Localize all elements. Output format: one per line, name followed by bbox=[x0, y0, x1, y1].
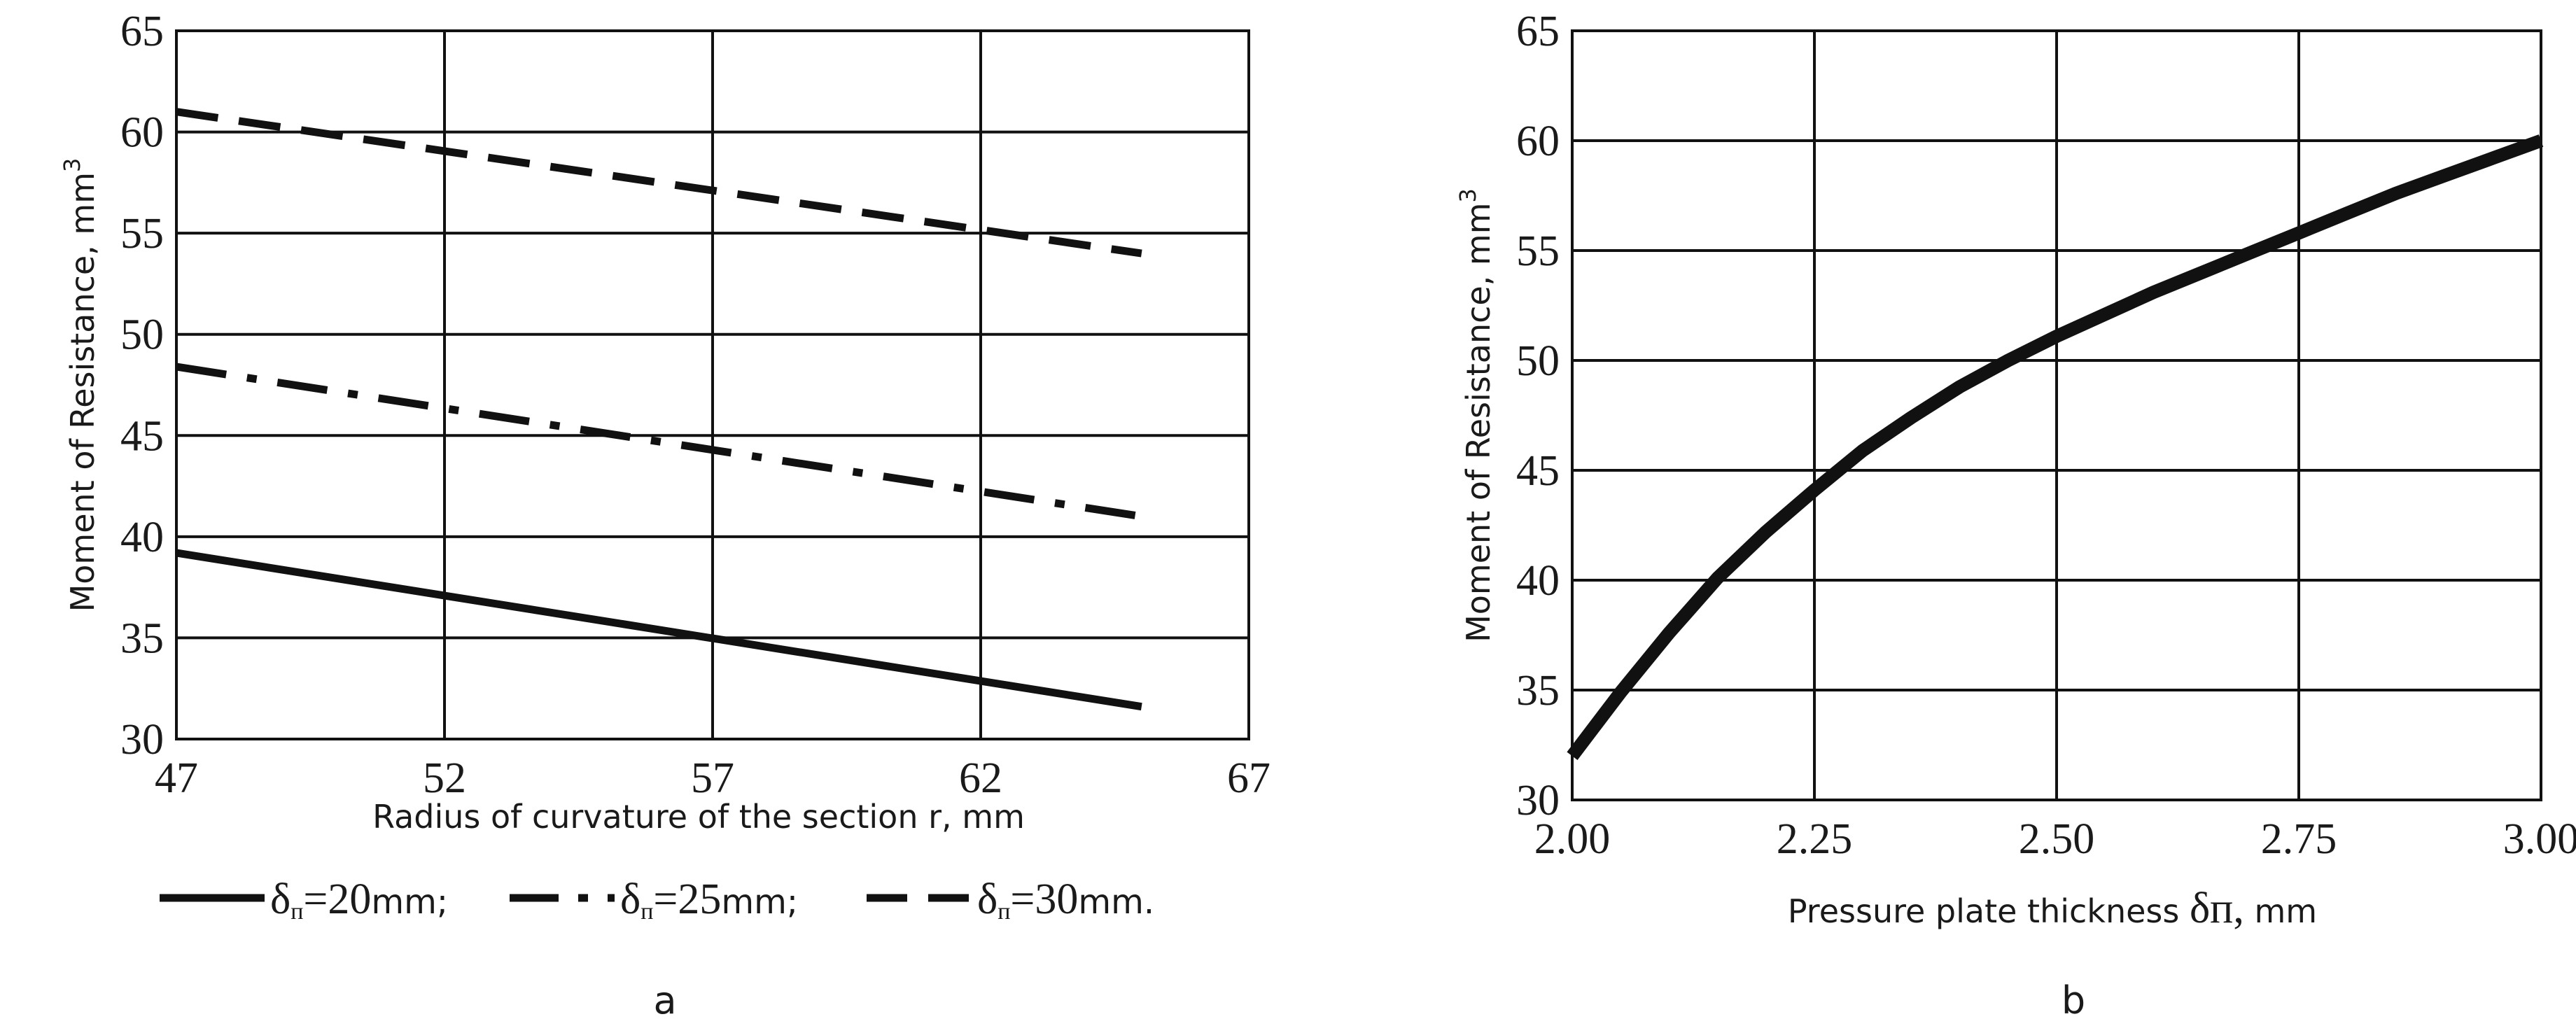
chart-a: 30 35 40 45 50 55 60 65 47 52 57 62 67 Moment of Resi… bbox=[59, 8, 1270, 1023]
a-series-2-line bbox=[176, 108, 1142, 258]
a-plot-frame bbox=[175, 29, 1250, 740]
a-xtick-label: 62 bbox=[959, 754, 1002, 802]
a-ytick-label: 60 bbox=[120, 109, 164, 157]
a-panel-label: a bbox=[653, 978, 676, 1023]
b-xlabel: Pressure plate thickness δп, mm bbox=[1788, 885, 2317, 932]
legend-label-1: δп=25mm; bbox=[620, 876, 798, 925]
a-xtick-label: 47 bbox=[155, 754, 198, 802]
b-plot-frame bbox=[1571, 29, 2542, 801]
a-xtick-label: 52 bbox=[423, 754, 466, 802]
b-xtick-label: 3.00 bbox=[2503, 815, 2576, 863]
a-ytick-label: 30 bbox=[120, 716, 164, 764]
b-xtick-label: 2.75 bbox=[2261, 815, 2337, 863]
b-panel-label: b bbox=[2062, 978, 2085, 1023]
b-ytick-label: 45 bbox=[1516, 447, 1560, 495]
a-series-1-line bbox=[176, 363, 1142, 521]
a-xtick-label: 67 bbox=[1227, 754, 1270, 802]
b-xtick-label: 2.25 bbox=[1777, 815, 1853, 863]
b-ytick-label: 35 bbox=[1516, 667, 1560, 715]
a-ytick-label: 65 bbox=[120, 8, 164, 55]
a-ytick-label: 50 bbox=[120, 311, 164, 359]
b-ylabel: Moment of Resistance, mm3 bbox=[1455, 188, 1497, 642]
b-ytick-label: 40 bbox=[1516, 557, 1560, 605]
a-xtick-label: 57 bbox=[691, 754, 734, 802]
b-ytick-label: 60 bbox=[1516, 118, 1560, 165]
b-ytick-label: 65 bbox=[1516, 8, 1560, 55]
legend-a: δп=20mm; δп=25mm; δп=30mm. bbox=[160, 876, 1154, 925]
b-ytick-label: 55 bbox=[1516, 227, 1560, 275]
a-ytick-label: 35 bbox=[120, 614, 164, 662]
b-ytick-label: 50 bbox=[1516, 337, 1560, 385]
a-series-0-line bbox=[176, 549, 1142, 711]
a-ytick-label: 45 bbox=[120, 412, 164, 460]
a-ytick-label: 55 bbox=[120, 210, 164, 258]
chart-b: 30 35 40 45 50 55 60 65 2.00 2.25 2.50 2.75 3.00 Mome… bbox=[1455, 8, 2576, 1023]
b-series-0-line bbox=[1567, 134, 2544, 760]
b-xtick-label: 2.50 bbox=[2019, 815, 2095, 863]
a-ytick-label: 40 bbox=[120, 514, 164, 561]
b-xtick-label: 2.00 bbox=[1534, 815, 1611, 863]
b-ytick-label: 30 bbox=[1516, 777, 1560, 824]
a-xlabel: Radius of curvature of the section r, mm bbox=[372, 798, 1025, 836]
a-ylabel: Moment of Resistance, mm3 bbox=[59, 158, 102, 612]
legend-label-2: δп=30mm. bbox=[977, 876, 1154, 925]
legend-label-0: δп=20mm; bbox=[270, 876, 448, 925]
